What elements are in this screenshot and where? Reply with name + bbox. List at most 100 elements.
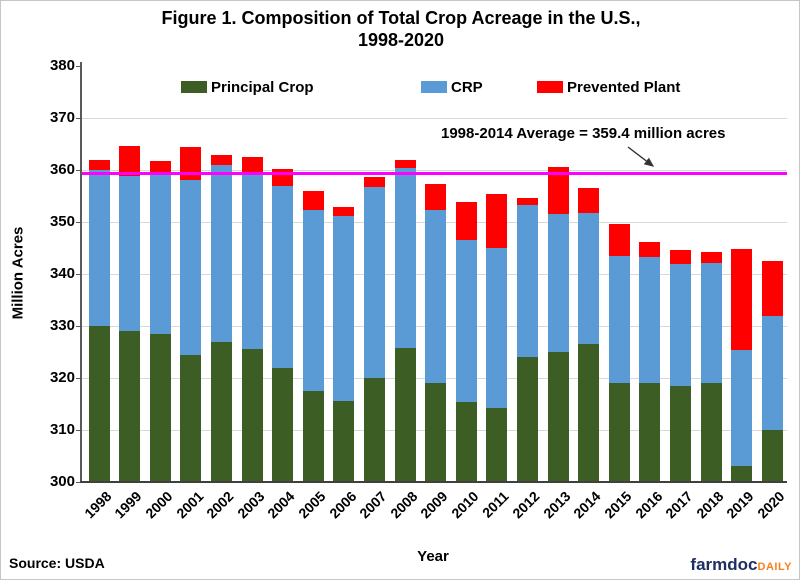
bar-segment-principal-crop-2019 xyxy=(731,465,753,482)
x-tick-label-2000: 2000 xyxy=(142,488,176,522)
y-tick-mark-360 xyxy=(76,169,81,171)
bar-segment-principal-crop-2013 xyxy=(547,352,569,482)
chart-title: Figure 1. Composition of Total Crop Acre… xyxy=(1,7,799,51)
bar-segment-prevented-plant-2020 xyxy=(761,261,783,316)
y-tick-label-370: 370 xyxy=(49,109,75,126)
bar-segment-crp-2014 xyxy=(578,212,600,345)
bar-segment-principal-crop-2012 xyxy=(516,357,538,482)
x-tick-label-2013: 2013 xyxy=(539,488,574,522)
x-tick-label-2014: 2014 xyxy=(570,488,604,522)
bar-segment-prevented-plant-2000 xyxy=(149,160,171,173)
y-tick-mark-350 xyxy=(76,221,81,223)
bar-segment-prevented-plant-2018 xyxy=(700,251,722,263)
y-tick-label-310: 310 xyxy=(49,421,75,438)
bar-segment-prevented-plant-2001 xyxy=(180,147,202,181)
x-tick-label-2003: 2003 xyxy=(233,488,268,522)
y-tick-mark-300 xyxy=(76,481,81,483)
x-tick-label-2011: 2011 xyxy=(479,488,513,521)
bar-segment-crp-2007 xyxy=(363,187,385,378)
bar-segment-principal-crop-1998 xyxy=(88,326,110,482)
bar-segment-principal-crop-2005 xyxy=(302,391,324,482)
x-axis-title: Year xyxy=(417,548,449,565)
bar-segment-prevented-plant-2007 xyxy=(363,176,385,188)
gridline-360 xyxy=(82,169,787,171)
bar-segment-prevented-plant-2019 xyxy=(731,249,753,350)
bar-segment-crp-2008 xyxy=(394,168,416,349)
bar-segment-crp-2019 xyxy=(731,349,753,466)
x-tick-label-2006: 2006 xyxy=(325,488,360,522)
bar-segment-crp-2001 xyxy=(180,180,202,355)
y-tick-label-340: 340 xyxy=(49,265,75,282)
gridline-370 xyxy=(82,117,787,119)
bar-segment-crp-2002 xyxy=(210,165,232,342)
legend-swatch-principal-crop xyxy=(181,81,207,93)
bar-segment-crp-2013 xyxy=(547,214,569,352)
legend-item-principal-crop: Principal Crop xyxy=(181,79,314,96)
bar-segment-crp-2015 xyxy=(608,256,630,384)
bar-segment-prevented-plant-2002 xyxy=(210,154,232,166)
x-tick-label-2007: 2007 xyxy=(356,488,390,522)
bar-segment-crp-2020 xyxy=(761,315,783,430)
x-tick-label-2009: 2009 xyxy=(417,488,451,522)
legend-label-crp: CRP xyxy=(451,78,483,96)
farmdoc-logo: farmdoc DAILY xyxy=(690,555,792,575)
average-reference-line xyxy=(82,171,787,175)
y-tick-label-300: 300 xyxy=(49,473,75,490)
bar-segment-crp-2012 xyxy=(516,204,538,358)
bar-segment-crp-2011 xyxy=(486,248,508,408)
legend-item-crp: CRP xyxy=(421,78,483,96)
x-tick-label-2010: 2010 xyxy=(448,488,482,522)
bar-segment-prevented-plant-2012 xyxy=(516,197,538,205)
bar-segment-crp-2004 xyxy=(272,185,294,368)
bar-segment-crp-1999 xyxy=(119,176,141,332)
bar-segment-crp-2006 xyxy=(333,215,355,402)
bar-segment-prevented-plant-2014 xyxy=(578,188,600,213)
y-tick-label-350: 350 xyxy=(49,213,75,230)
y-tick-label-320: 320 xyxy=(49,369,75,386)
bar-segment-principal-crop-2003 xyxy=(241,349,263,482)
legend-swatch-crp xyxy=(421,81,447,93)
bar-segment-principal-crop-2001 xyxy=(180,354,202,482)
bar-segment-principal-crop-2016 xyxy=(639,383,661,482)
x-tick-label-1998: 1998 xyxy=(80,488,115,522)
y-tick-mark-340 xyxy=(76,273,81,275)
bar-segment-crp-2009 xyxy=(425,210,447,384)
bar-segment-crp-2005 xyxy=(302,210,324,391)
y-tick-mark-320 xyxy=(76,377,81,379)
y-tick-mark-310 xyxy=(76,429,81,431)
bar-segment-principal-crop-2006 xyxy=(333,401,355,482)
x-tick-label-2012: 2012 xyxy=(509,488,543,522)
y-tick-label-380: 380 xyxy=(49,57,75,74)
bar-segment-prevented-plant-2003 xyxy=(241,157,263,173)
bar-segment-principal-crop-2007 xyxy=(363,378,385,482)
bar-segment-principal-crop-2004 xyxy=(272,367,294,482)
x-tick-label-1999: 1999 xyxy=(111,488,145,522)
chart-title-line2: 1998-2020 xyxy=(357,30,445,50)
bar-segment-principal-crop-2018 xyxy=(700,382,722,482)
bar-segment-principal-crop-2015 xyxy=(608,383,630,482)
x-tick-label-2018: 2018 xyxy=(692,488,727,522)
farmdoc-daily-text: DAILY xyxy=(757,561,792,573)
bar-segment-crp-2017 xyxy=(669,263,691,387)
bar-segment-principal-crop-2000 xyxy=(149,333,171,482)
bar-segment-prevented-plant-2006 xyxy=(333,207,355,216)
bar-segment-prevented-plant-2016 xyxy=(639,241,661,258)
x-tick-label-2008: 2008 xyxy=(386,488,421,522)
bar-segment-prevented-plant-2010 xyxy=(455,202,477,241)
x-tick-label-2002: 2002 xyxy=(203,488,237,522)
bar-segment-principal-crop-2008 xyxy=(394,348,416,482)
bar-segment-crp-1998 xyxy=(88,170,110,326)
bar-segment-prevented-plant-2017 xyxy=(669,249,691,264)
x-tick-label-2001: 2001 xyxy=(172,488,207,522)
x-tick-label-2015: 2015 xyxy=(601,488,635,522)
chart-title-line1: Figure 1. Composition of Total Crop Acre… xyxy=(161,8,641,28)
bar-segment-crp-2000 xyxy=(149,172,171,334)
bar-segment-principal-crop-2002 xyxy=(210,341,232,482)
y-axis-line xyxy=(80,62,82,482)
x-tick-label-2019: 2019 xyxy=(723,488,757,522)
legend-item-prevented-plant: Prevented Plant xyxy=(537,79,680,96)
y-tick-mark-370 xyxy=(76,117,81,119)
bar-segment-prevented-plant-2008 xyxy=(394,159,416,169)
bar-segment-principal-crop-2017 xyxy=(669,386,691,482)
y-tick-mark-330 xyxy=(76,325,81,327)
